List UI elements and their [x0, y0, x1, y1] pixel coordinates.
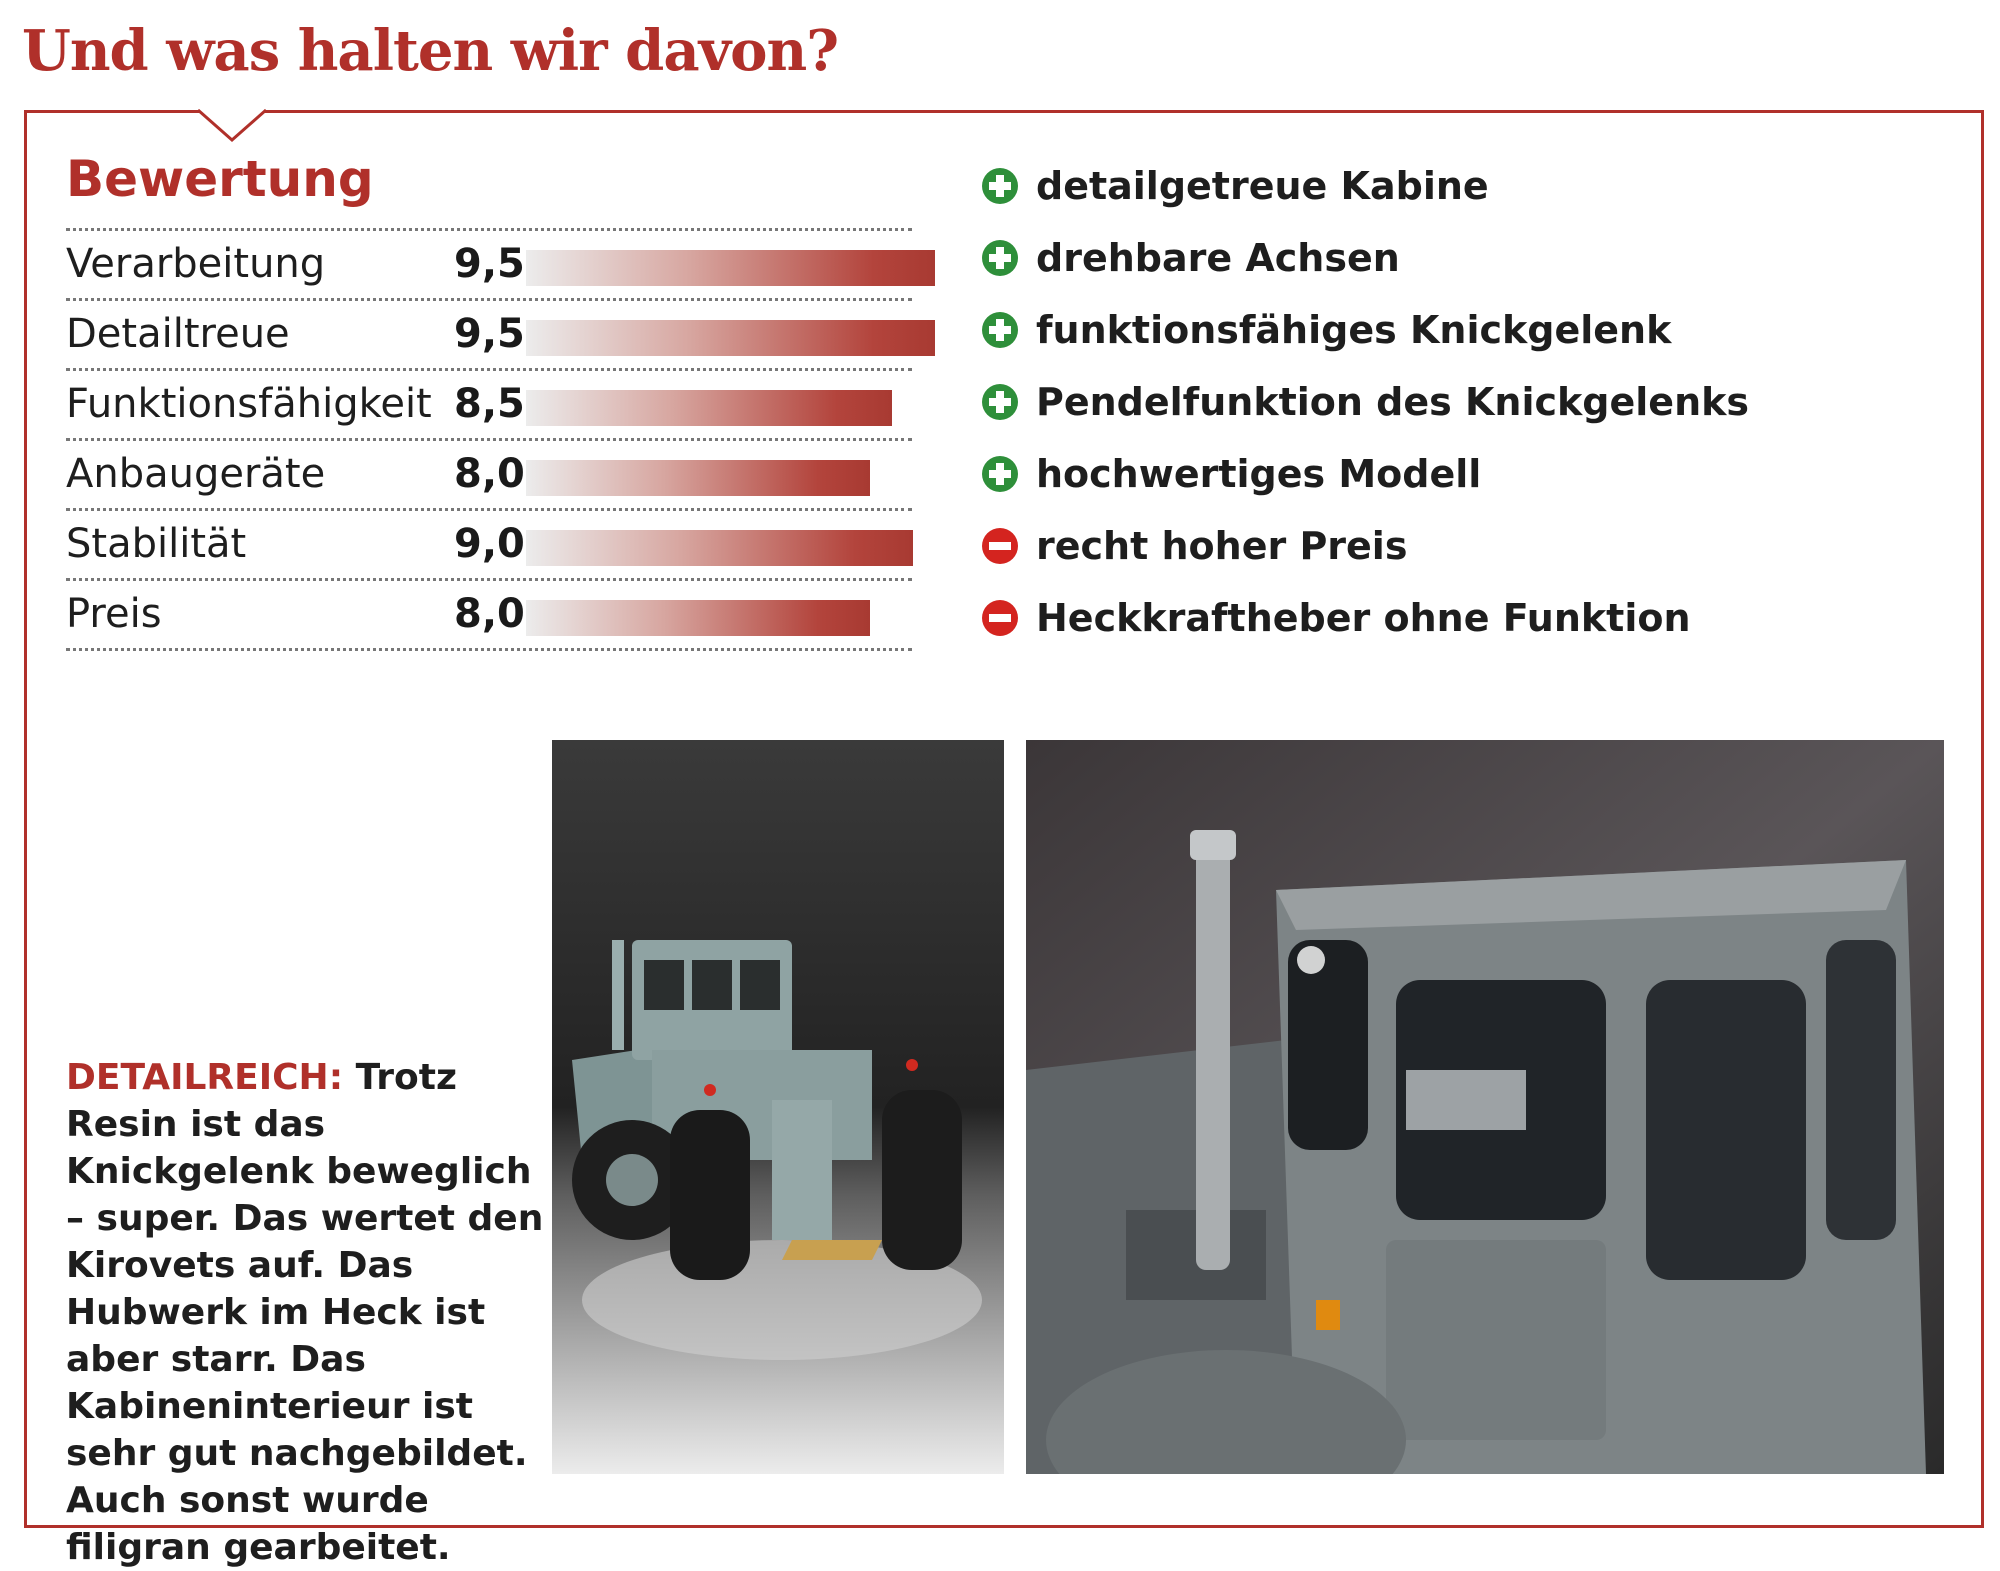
rating-score: 9,0 [454, 521, 525, 567]
plus-circle-icon [982, 456, 1018, 492]
rating-label: Funktionsfähigkeit [66, 381, 432, 427]
con-text: recht hoher Preis [1036, 524, 1408, 568]
rating-bar [526, 600, 870, 636]
photo-caption: DETAILREICH: Trotz Resin ist das Knickge… [66, 1054, 546, 1571]
review-box-frame [24, 110, 1984, 1528]
rating-row: Verarbeitung 9,5 [66, 228, 935, 298]
pro-item: funktionsfähiges Knickgelenk [982, 294, 1749, 366]
tractor-cabin-photo [1026, 740, 1944, 1474]
pro-item: hochwertiges Modell [982, 438, 1749, 510]
frame-notch [198, 108, 266, 142]
pro-text: detailgetreue Kabine [1036, 164, 1489, 208]
minus-circle-icon [982, 600, 1018, 636]
plus-circle-icon [982, 168, 1018, 204]
rating-row: Stabilität 9,0 [66, 508, 913, 578]
pro-text: hochwertiges Modell [1036, 452, 1482, 496]
plus-circle-icon [982, 384, 1018, 420]
con-text: Heckkraftheber ohne Funktion [1036, 596, 1691, 640]
rating-score: 9,5 [454, 311, 525, 357]
minus-circle-icon [982, 528, 1018, 564]
rating-score: 8,0 [454, 591, 525, 637]
rating-title: Bewertung [66, 150, 374, 208]
pro-item: drehbare Achsen [982, 222, 1749, 294]
rating-label: Detailtreue [66, 311, 290, 357]
tractor-rear-photo [552, 740, 1004, 1474]
caption-lead: DETAILREICH: [66, 1057, 344, 1098]
pro-text: drehbare Achsen [1036, 236, 1400, 280]
con-item: recht hoher Preis [982, 510, 1749, 582]
rating-score: 8,5 [454, 381, 525, 427]
rating-row: Preis 8,0 [66, 578, 912, 651]
headline: Und was halten wir davon? [22, 18, 839, 84]
rating-label: Preis [66, 591, 162, 637]
pro-text: Pendelfunktion des Knickgelenks [1036, 380, 1750, 424]
rating-label: Anbaugeräte [66, 451, 326, 497]
rating-row: Funktionsfähigkeit 8,5 [66, 368, 912, 438]
pros-cons-list: detailgetreue Kabine drehbare Achsen fun… [982, 150, 1749, 654]
plus-circle-icon [982, 312, 1018, 348]
rating-bar [526, 460, 870, 496]
rating-label: Verarbeitung [66, 241, 326, 287]
rating-score: 9,5 [454, 241, 525, 287]
plus-circle-icon [982, 240, 1018, 276]
rating-score: 8,0 [454, 451, 525, 497]
rating-bar [526, 530, 913, 566]
rating-row: Detailtreue 9,5 [66, 298, 935, 368]
con-item: Heckkraftheber ohne Funktion [982, 582, 1749, 654]
rating-bar [526, 320, 935, 356]
pro-item: detailgetreue Kabine [982, 150, 1749, 222]
rating-label: Stabilität [66, 521, 247, 567]
rating-table: Verarbeitung 9,5 Detailtreue 9,5 Funktio… [66, 228, 935, 651]
rating-bar [526, 390, 892, 426]
rating-bar [526, 250, 935, 286]
pro-text: funktionsfähiges Knickgelenk [1036, 308, 1672, 352]
caption-text: Trotz Resin ist das Knickgelenk beweglic… [66, 1057, 544, 1568]
rating-row: Anbaugeräte 8,0 [66, 438, 912, 508]
pro-item: Pendelfunktion des Knickgelenks [982, 366, 1749, 438]
